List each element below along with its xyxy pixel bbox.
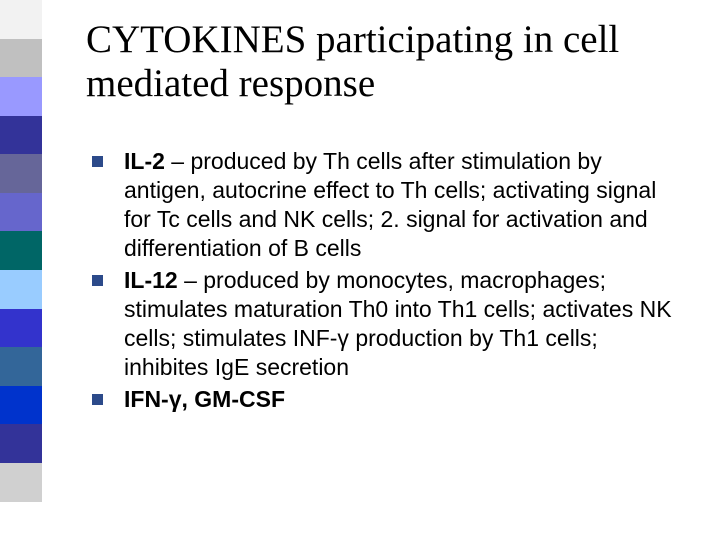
bullet-text: – produced by monocytes, macrophages; st…: [124, 267, 672, 379]
bullet-lead: IL-2: [124, 148, 165, 174]
bullet-text: – produced by Th cells after stimulation…: [124, 148, 656, 260]
bullet-item: IFN-γ, GM-CSF: [110, 385, 686, 414]
sidebar-block: [0, 77, 42, 116]
bullet-list: IL-2 – produced by Th cells after stimul…: [86, 147, 686, 414]
sidebar-block: [0, 154, 42, 193]
bullet-lead: IL-12: [124, 267, 178, 293]
bullet-item: IL-2 – produced by Th cells after stimul…: [110, 147, 686, 262]
slide-title: CYTOKINES participating in cell mediated…: [86, 18, 686, 105]
sidebar-block: [0, 424, 42, 463]
sidebar-block: [0, 309, 42, 348]
sidebar-color-strip: [0, 0, 42, 540]
sidebar-block: [0, 502, 42, 540]
bullet-item: IL-12 – produced by monocytes, macrophag…: [110, 266, 686, 381]
sidebar-block: [0, 463, 42, 502]
sidebar-block: [0, 0, 42, 39]
sidebar-block: [0, 193, 42, 232]
bullet-lead: IFN-γ, GM-CSF: [124, 386, 285, 412]
sidebar-block: [0, 386, 42, 425]
sidebar-block: [0, 347, 42, 386]
sidebar-block: [0, 270, 42, 309]
sidebar-block: [0, 116, 42, 155]
slide-content: CYTOKINES participating in cell mediated…: [86, 18, 686, 418]
sidebar-block: [0, 231, 42, 270]
sidebar-block: [0, 39, 42, 78]
